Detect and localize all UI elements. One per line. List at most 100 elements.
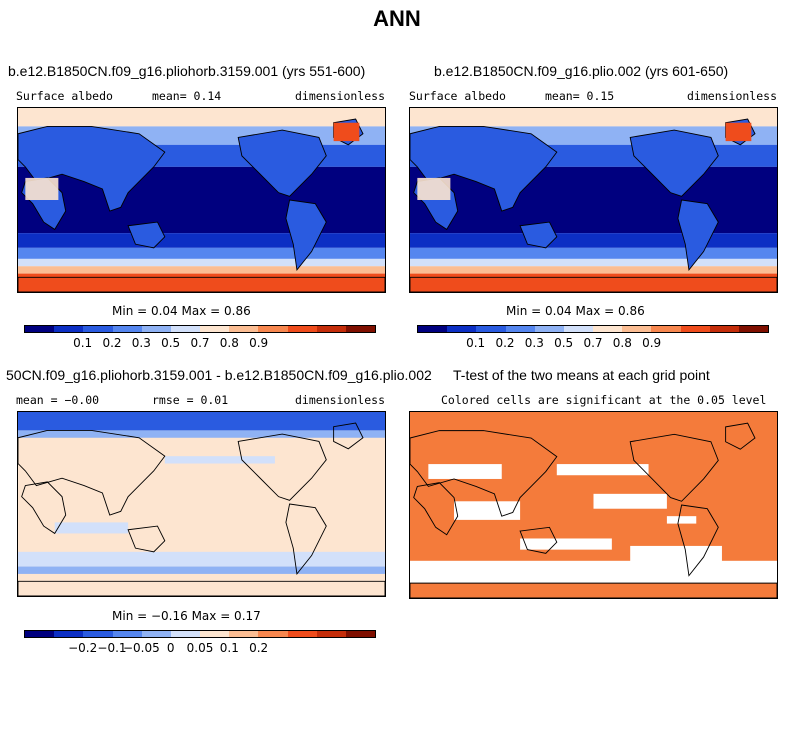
- land-outline: [333, 422, 364, 450]
- colorbar-swatch: [287, 631, 317, 637]
- albedo-band: [410, 258, 777, 267]
- colorbar-swatch: [112, 631, 142, 637]
- colorbar-swatch: [316, 326, 346, 332]
- colorbar-swatch: [54, 631, 84, 637]
- colorbar-tick-label: 0.1: [73, 336, 93, 350]
- land-outline: [629, 129, 719, 197]
- albedo-map-2: [410, 108, 777, 292]
- difference-map: [18, 412, 385, 596]
- colorbar-swatch: [622, 326, 652, 332]
- land-outline: [285, 199, 327, 272]
- albedo-band: [18, 108, 385, 127]
- colorbar-tick-label: 0.1: [466, 336, 486, 350]
- panel-4-subtitle: Colored cells are significant at the 0.0…: [441, 393, 767, 407]
- albedo-band: [18, 258, 385, 267]
- albedo-band: [410, 108, 777, 127]
- colorbar-tick-label: 0.8: [612, 336, 632, 350]
- albedo-band: [410, 233, 777, 248]
- land-outline: [519, 526, 558, 554]
- not-significant-region: [556, 464, 649, 476]
- land-outline: [519, 221, 558, 249]
- panel-3-rmse: rmse = 0.01: [152, 393, 229, 407]
- colorbar-swatch: [112, 326, 142, 332]
- land-outline: [21, 481, 67, 535]
- land-outline: [410, 430, 558, 517]
- colorbar-swatch: [651, 326, 681, 332]
- land-outline: [237, 129, 327, 197]
- albedo-band: [18, 233, 385, 248]
- land-outline: [629, 433, 719, 502]
- panel-2-map: [409, 107, 778, 293]
- diff-region: [54, 522, 129, 534]
- colorbar-swatch: [200, 326, 230, 332]
- colorbar-swatch: [170, 326, 201, 332]
- panel-3-minmax: Min = −0.16 Max = 0.17: [112, 609, 261, 623]
- colorbar-tick-label: 0.5: [161, 336, 181, 350]
- colorbar-swatch: [738, 326, 769, 332]
- diff-region: [18, 551, 385, 567]
- not-significant-region: [428, 464, 502, 479]
- land-outline: [18, 429, 166, 516]
- land-outline: [127, 525, 166, 553]
- not-significant-region: [630, 545, 722, 565]
- land-outline: [410, 582, 777, 598]
- panel-4-map: [409, 411, 778, 599]
- land-outline: [410, 276, 777, 292]
- colorbar-swatch: [345, 631, 376, 637]
- colorbar-swatch: [345, 326, 376, 332]
- not-significant-region: [593, 493, 667, 509]
- albedo-band: [410, 247, 777, 259]
- colorbar-tick-label: 0.2: [249, 641, 269, 655]
- colorbar-tick-label: 0.3: [524, 336, 544, 350]
- colorbar-swatch: [54, 326, 84, 332]
- not-significant-region: [454, 501, 521, 520]
- colorbar-swatch: [447, 326, 477, 332]
- colorbar-swatch: [505, 326, 535, 332]
- colorbar-tick-label: 0.9: [249, 336, 269, 350]
- land-outline: [18, 276, 385, 292]
- colorbar-tick-label: 0.7: [190, 336, 210, 350]
- albedo-map-1: [18, 108, 385, 292]
- colorbar-swatch: [287, 326, 317, 332]
- panel-1-map: [17, 107, 386, 293]
- colorbar-tick-label: 0.1: [219, 641, 239, 655]
- colorbar-swatch: [258, 326, 288, 332]
- colorbar-tick-label: 0.3: [131, 336, 151, 350]
- panel-2-units: dimensionless: [687, 89, 778, 103]
- not-significant-region: [410, 560, 777, 584]
- panel-1-mean: mean= 0.14: [152, 89, 222, 103]
- colorbar-swatch: [709, 326, 739, 332]
- panel-1-colorbar: [24, 325, 376, 333]
- colorbar-tick-label: 0.9: [642, 336, 662, 350]
- colorbar-tick-label: 0: [166, 641, 175, 655]
- diff-region: [18, 412, 385, 431]
- land-outline: [18, 580, 385, 596]
- colorbar-swatch: [170, 631, 201, 637]
- panel-1-units: dimensionless: [295, 89, 386, 103]
- colorbar-tick-label: −0.1: [97, 641, 127, 655]
- panel-2-mean: mean= 0.15: [545, 89, 615, 103]
- colorbar-swatch: [229, 631, 259, 637]
- colorbar-swatch: [141, 326, 171, 332]
- sahara-high-albedo: [25, 177, 59, 200]
- panel-4-title: T-test of the two means at each grid poi…: [453, 367, 710, 383]
- colorbar-tick-label: 0.7: [583, 336, 603, 350]
- panel-3-mean: mean = −0.00: [16, 393, 100, 407]
- colorbar-tick-label: −0.05: [122, 641, 160, 655]
- panel-3-title: 50CN.f09_g16.pliohorb.3159.001 - b.e12.B…: [6, 367, 432, 383]
- colorbar-swatch: [418, 326, 448, 332]
- panel-1-minmax: Min = 0.04 Max = 0.86: [112, 304, 251, 318]
- land-outline: [285, 503, 327, 576]
- colorbar-swatch: [229, 326, 259, 332]
- land-outline: [127, 221, 166, 249]
- colorbar-tick-label: 0.05: [186, 641, 214, 655]
- colorbar-swatch: [200, 631, 230, 637]
- colorbar-swatch: [316, 631, 346, 637]
- albedo-band: [410, 266, 777, 274]
- greenland-ice: [333, 122, 360, 142]
- colorbar-swatch: [593, 326, 623, 332]
- diff-region: [18, 430, 385, 438]
- land-outline: [725, 422, 756, 450]
- colorbar-swatch: [83, 631, 113, 637]
- panel-2-variable: Surface albedo: [409, 89, 506, 103]
